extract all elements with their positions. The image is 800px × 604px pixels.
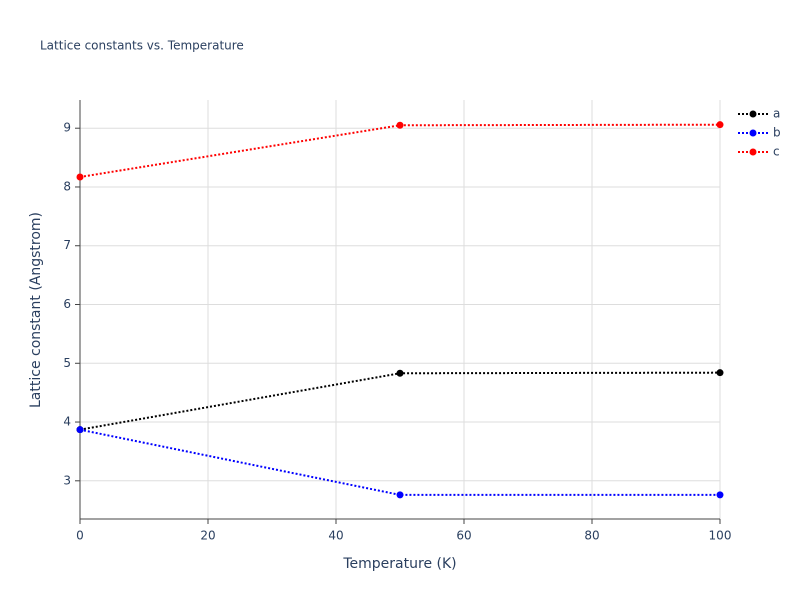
plot-lines (76, 121, 724, 499)
y-tick-label: 7 (63, 238, 71, 252)
data-point (716, 491, 724, 499)
x-tick-label: 60 (456, 529, 471, 543)
y-tick-label: 3 (63, 473, 71, 487)
data-point (716, 369, 724, 377)
x-axis-title: Temperature (K) (342, 556, 456, 572)
y-tick-label: 5 (63, 356, 71, 370)
y-tick-label: 9 (63, 121, 71, 135)
x-tick-label: 80 (584, 529, 599, 543)
x-tick-label: 0 (76, 529, 84, 543)
data-point (716, 121, 724, 129)
legend-label: c (773, 145, 780, 159)
data-point (76, 173, 84, 181)
y-axis-title: Lattice constant (Angstrom) (28, 212, 44, 408)
axes: 0 20 40 60 80 100 3 4 5 6 7 8 9 (63, 100, 731, 543)
legend-marker (749, 148, 757, 156)
series-line (79, 428, 720, 496)
y-tick-label: 6 (63, 297, 71, 311)
data-point (396, 491, 404, 499)
legend-label: a (773, 107, 780, 121)
data-point (76, 426, 84, 434)
legend-marker (749, 129, 757, 137)
x-tick-label: 40 (328, 529, 343, 543)
data-point (396, 369, 404, 377)
x-tick-label: 100 (709, 529, 732, 543)
data-point (396, 121, 404, 129)
chart-title: Lattice constants vs. Temperature (40, 39, 244, 53)
legend: abc (738, 107, 781, 159)
x-tick-label: 20 (200, 529, 215, 543)
y-tick-label: 8 (63, 179, 71, 193)
y-tick-label: 4 (63, 415, 71, 429)
legend-marker (749, 110, 757, 118)
legend-label: b (773, 126, 781, 140)
